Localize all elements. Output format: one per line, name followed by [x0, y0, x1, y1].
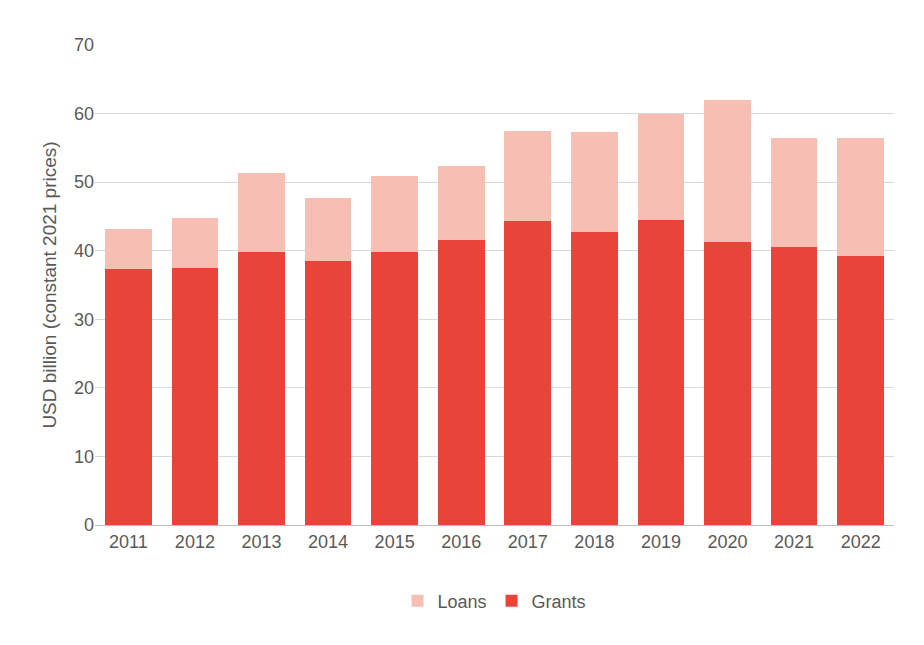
svg-text:10: 10	[74, 447, 94, 467]
svg-text:2021: 2021	[774, 532, 814, 552]
svg-text:2011: 2011	[109, 532, 148, 552]
svg-text:USD billion (constant 2021 pri: USD billion (constant 2021 prices)	[39, 141, 60, 428]
svg-text:2013: 2013	[241, 532, 281, 552]
svg-text:70: 70	[74, 35, 94, 55]
svg-text:30: 30	[74, 310, 94, 330]
svg-text:2018: 2018	[574, 532, 614, 552]
svg-text:0: 0	[84, 515, 94, 535]
svg-text:20: 20	[74, 378, 94, 398]
svg-text:2017: 2017	[508, 532, 548, 552]
svg-text:2014: 2014	[308, 532, 348, 552]
svg-text:Grants: Grants	[532, 592, 586, 612]
svg-text:2016: 2016	[441, 532, 481, 552]
svg-text:60: 60	[74, 104, 94, 124]
svg-text:2019: 2019	[641, 532, 681, 552]
svg-text:2012: 2012	[175, 532, 215, 552]
svg-text:2015: 2015	[375, 532, 415, 552]
svg-text:50: 50	[74, 172, 94, 192]
svg-text:Loans: Loans	[438, 592, 487, 612]
svg-text:2022: 2022	[841, 532, 881, 552]
svg-text:40: 40	[74, 241, 94, 261]
svg-text:2020: 2020	[708, 532, 748, 552]
